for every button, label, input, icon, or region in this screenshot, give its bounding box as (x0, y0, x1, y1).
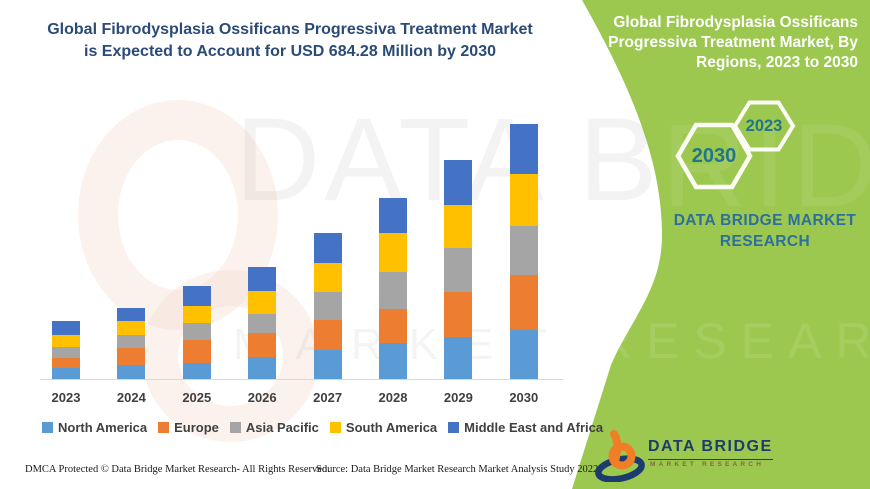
hexagon-year-2030: 2030 (691, 145, 737, 167)
segment-south-america-2028 (379, 233, 407, 272)
segment-middle-east-and-africa-2024 (117, 307, 146, 321)
x-label-2026: 2026 (247, 390, 277, 405)
segment-middle-east-and-africa-2025 (182, 286, 211, 307)
segment-south-america-2029 (444, 204, 473, 249)
brand-line-2: RESEARCH (719, 233, 811, 250)
legend-label-europe: Europe (174, 420, 219, 435)
segment-middle-east-and-africa-2023 (52, 321, 80, 335)
segment-south-america-2024 (117, 320, 146, 336)
headline-line-2: is Expected to Account for USD 684.28 Mi… (84, 43, 496, 60)
segment-north-america-2026 (248, 357, 277, 379)
hexagons-graphic (675, 100, 796, 190)
logo-subtitle: MARKET RESEARCH (650, 461, 765, 468)
segment-south-america-2027 (313, 263, 342, 292)
segment-europe-2023 (52, 357, 80, 368)
legend-item-middle-east-and-africa: Middle East and Africa (448, 420, 603, 435)
segment-asia-pacific-2023 (52, 346, 80, 358)
x-label-2028: 2028 (378, 390, 408, 405)
segment-south-america-2023 (52, 334, 80, 347)
segment-asia-pacific-2027 (313, 291, 342, 320)
bar-2026 (248, 267, 277, 379)
segment-south-america-2025 (182, 306, 211, 323)
logo-wordmark: DATA BRIDGE (648, 438, 773, 460)
brand-line-1: DATA BRIDGE MARKET (673, 212, 857, 229)
segment-north-america-2028 (379, 343, 407, 379)
logo-b-bowl (608, 442, 636, 470)
segment-middle-east-and-africa-2028 (379, 197, 407, 234)
legend-label-asia-pacific: Asia Pacific (245, 420, 319, 435)
side-title-line-3: Regions, 2023 to 2030 (696, 54, 858, 71)
source-note: Source: Data Bridge Market Research Mark… (316, 464, 599, 475)
segment-north-america-2024 (117, 364, 146, 379)
legend-item-south-america: South America (329, 420, 438, 435)
segment-middle-east-and-africa-2029 (444, 160, 473, 205)
bar-2027 (313, 233, 342, 379)
segment-europe-2028 (379, 308, 407, 344)
segment-asia-pacific-2025 (182, 322, 211, 340)
segment-asia-pacific-2029 (444, 248, 473, 292)
segment-south-america-2026 (248, 290, 277, 314)
segment-europe-2025 (182, 339, 211, 364)
x-axis-line (40, 379, 563, 380)
side-title-line-1: Global Fibrodysplasia Ossificans (613, 14, 858, 31)
headline-line-1: Global Fibrodysplasia Ossificans Progres… (47, 21, 533, 38)
segment-asia-pacific-2028 (379, 271, 407, 309)
legend-marker-middle-east-and-africa (448, 422, 460, 433)
legend-label-south-america: South America (345, 420, 438, 435)
legend-marker-asia-pacific (229, 422, 241, 433)
legend-label-north-america: North America (58, 420, 148, 435)
segment-europe-2030 (509, 275, 538, 330)
segment-europe-2027 (313, 319, 342, 350)
segment-south-america-2030 (509, 174, 538, 226)
hexagon-2030-outline (675, 122, 753, 190)
bar-2025 (182, 286, 211, 379)
brand-wordmark-on-green: DATA BRIDGE MARKET RESEARCH (655, 210, 870, 252)
bar-2028 (379, 197, 407, 379)
segment-north-america-2030 (509, 329, 538, 379)
hexagon-year-2023: 2023 (745, 117, 783, 135)
bar-2030 (509, 124, 538, 379)
segment-europe-2029 (444, 291, 473, 337)
x-label-2027: 2027 (313, 390, 343, 405)
x-label-2029: 2029 (443, 390, 473, 405)
dmca-notice: DMCA Protected © Data Bridge Market Rese… (25, 464, 330, 475)
bar-2023 (52, 321, 80, 379)
segment-north-america-2025 (182, 363, 211, 379)
legend-item-north-america: North America (42, 420, 147, 435)
hexagon-2023-outline (732, 100, 796, 152)
segment-europe-2024 (117, 347, 146, 365)
bar-2029 (444, 160, 473, 379)
x-label-2023: 2023 (51, 390, 81, 405)
segment-north-america-2029 (444, 336, 473, 379)
legend-item-europe: Europe (158, 420, 219, 435)
x-label-2024: 2024 (116, 390, 146, 405)
headline: Global Fibrodysplasia Ossificans Progres… (30, 19, 550, 63)
legend-item-asia-pacific: Asia Pacific (229, 420, 319, 435)
side-title: Global Fibrodysplasia Ossificans Progres… (596, 13, 858, 73)
segment-asia-pacific-2026 (248, 313, 277, 333)
segment-north-america-2023 (52, 367, 80, 379)
legend-marker-south-america (329, 422, 341, 433)
x-label-2025: 2025 (182, 390, 212, 405)
x-label-2030: 2030 (509, 390, 539, 405)
legend-label-middle-east-and-africa: Middle East and Africa (464, 420, 604, 435)
segment-north-america-2027 (313, 349, 342, 379)
side-title-line-2: Progressiva Treatment Market, By (608, 34, 858, 51)
segment-asia-pacific-2030 (509, 225, 538, 276)
segment-middle-east-and-africa-2030 (509, 124, 538, 175)
legend-marker-europe (158, 422, 170, 433)
segment-middle-east-and-africa-2027 (313, 233, 342, 264)
segment-asia-pacific-2024 (117, 335, 146, 348)
data-bridge-logo-icon (595, 430, 645, 482)
bar-2024 (117, 307, 146, 379)
segment-europe-2026 (248, 332, 277, 358)
bar-chart (52, 124, 538, 379)
chart-legend: North America Europe Asia Pacific South Ame… (42, 420, 603, 435)
segment-middle-east-and-africa-2026 (248, 267, 277, 291)
legend-marker-north-america (42, 422, 53, 433)
